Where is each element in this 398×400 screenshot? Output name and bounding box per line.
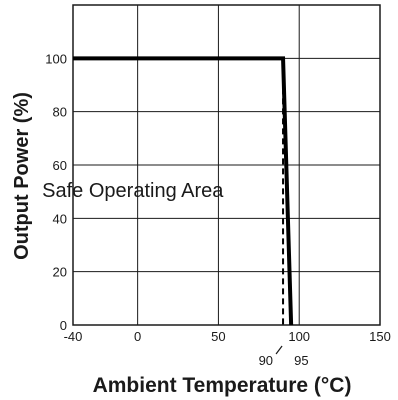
y-axis-label: Output Power (%) bbox=[11, 92, 33, 260]
plot-border bbox=[72, 4, 381, 326]
grid-lines bbox=[73, 5, 380, 325]
x-tick-label: 0 bbox=[134, 329, 141, 344]
x-tick-label: -40 bbox=[64, 329, 83, 344]
x-tick-labels: -40 0 50 100 150 bbox=[64, 329, 391, 344]
plot-frame bbox=[72, 4, 381, 326]
x-tick-label: 150 bbox=[369, 329, 391, 344]
leader-line-90 bbox=[275, 345, 283, 355]
x-tick-label: 100 bbox=[288, 329, 310, 344]
annotation-95: 95 bbox=[294, 353, 308, 368]
y-tick-label: 0 bbox=[60, 318, 67, 333]
annotation-90: 90 bbox=[259, 353, 273, 368]
y-tick-label: 40 bbox=[53, 211, 67, 226]
x-tick-label: 50 bbox=[211, 329, 225, 344]
series-group bbox=[73, 56, 294, 326]
annotations: Safe Operating Area 90 95 bbox=[42, 180, 308, 368]
y-tick-labels: 0 20 40 60 80 100 bbox=[45, 51, 67, 333]
y-tick-label: 80 bbox=[53, 105, 67, 120]
x-axis-label: Ambient Temperature (°C) bbox=[93, 374, 352, 397]
y-tick-label: 100 bbox=[45, 51, 67, 66]
y-tick-label: 20 bbox=[53, 265, 67, 280]
y-tick-label: 60 bbox=[53, 158, 67, 173]
annotation-safe-operating-area: Safe Operating Area bbox=[42, 180, 224, 202]
